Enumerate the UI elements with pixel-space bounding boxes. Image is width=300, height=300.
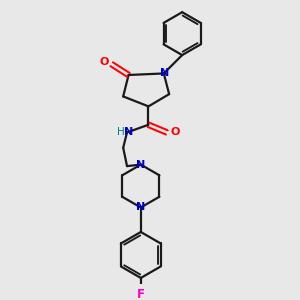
Text: N: N [124, 127, 133, 137]
Text: N: N [136, 160, 146, 170]
Text: H: H [117, 127, 125, 137]
Text: N: N [160, 68, 169, 79]
Text: N: N [136, 202, 146, 212]
Text: O: O [171, 128, 180, 137]
Text: F: F [137, 288, 145, 300]
Text: O: O [99, 57, 109, 67]
